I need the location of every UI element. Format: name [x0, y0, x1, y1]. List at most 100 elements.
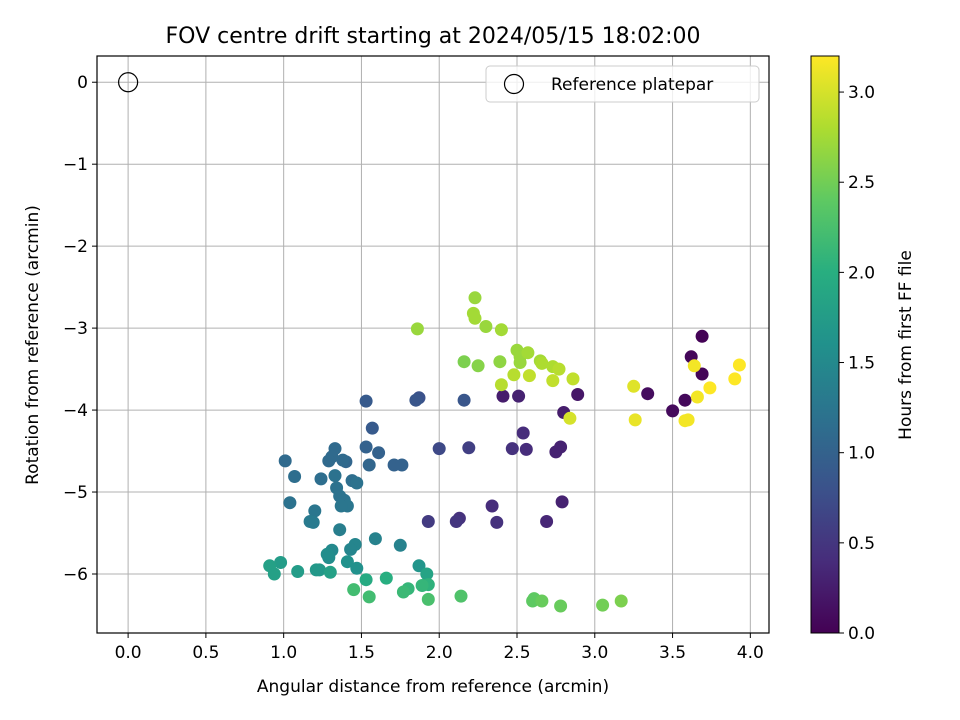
data-point: [420, 567, 434, 581]
colorbar-tick-label: 0.0: [848, 624, 875, 644]
data-point: [421, 592, 435, 606]
data-point: [546, 374, 560, 388]
data-point: [555, 495, 569, 509]
colorbar-tick-label: 1.0: [848, 444, 875, 464]
x-tick-label: 3.5: [659, 643, 686, 663]
data-point: [695, 329, 709, 343]
data-point: [308, 504, 322, 518]
y-tick-label: −6: [63, 565, 88, 585]
data-point: [432, 442, 446, 456]
data-point: [274, 556, 288, 569]
data-point: [535, 594, 549, 608]
colorbar-tick-label: 1.5: [848, 354, 875, 374]
data-point: [288, 470, 302, 483]
data-point: [333, 523, 347, 537]
data-point: [457, 355, 471, 369]
data-point: [306, 515, 320, 529]
data-point: [267, 567, 281, 581]
colorbar-tick-label: 2.5: [848, 173, 875, 193]
y-tick-label: −5: [63, 483, 88, 503]
data-point: [678, 393, 692, 407]
data-point: [283, 496, 297, 510]
data-point: [365, 421, 379, 435]
data-point: [312, 563, 326, 577]
x-tick-label: 4.0: [737, 643, 764, 663]
data-point: [396, 585, 410, 599]
y-tick-label: −2: [63, 237, 88, 257]
colorbar-ticks: 0.0 0.5 1.0 1.5 2.0 2.5 3.0: [839, 83, 875, 644]
data-point: [571, 388, 585, 401]
data-point: [494, 378, 508, 392]
data-point: [521, 346, 535, 360]
y-axis-label: Rotation from reference (arcmin): [23, 205, 43, 485]
data-point: [519, 442, 533, 456]
colorbar-label: Hours from first FF file: [896, 250, 916, 440]
data-point: [457, 393, 471, 407]
data-point: [468, 291, 482, 305]
data-point: [485, 499, 499, 513]
data-point: [314, 472, 328, 486]
data-point: [496, 389, 510, 403]
data-point: [278, 454, 292, 468]
data-point: [493, 355, 507, 369]
data-point: [666, 404, 680, 418]
data-point: [627, 379, 641, 393]
x-axis-label: Angular distance from reference (arcmin): [257, 677, 609, 697]
data-point: [512, 389, 526, 403]
legend-box: [485, 65, 760, 103]
data-points: [263, 291, 746, 613]
data-point: [687, 359, 701, 373]
data-point: [505, 442, 519, 456]
colorbar: [810, 55, 840, 634]
data-point: [362, 590, 376, 604]
data-point: [690, 390, 704, 404]
data-point: [379, 571, 393, 585]
data-point: [449, 515, 463, 528]
data-point: [350, 476, 364, 490]
plot-area-frame: [96, 55, 770, 634]
y-tick-label: −1: [63, 155, 88, 175]
data-point: [490, 515, 504, 529]
data-point: [703, 381, 717, 395]
data-point: [494, 323, 508, 337]
data-point: [513, 356, 527, 369]
colorbar-tick-label: 2.0: [848, 263, 875, 283]
data-point: [552, 362, 566, 376]
data-point: [395, 458, 409, 472]
data-point: [350, 561, 364, 575]
data-point: [596, 598, 610, 612]
data-point: [322, 454, 336, 468]
y-tick-label: −4: [63, 401, 88, 421]
data-point: [344, 542, 358, 556]
data-point: [409, 393, 423, 407]
y-tick-label: −3: [63, 319, 88, 339]
data-point: [412, 559, 426, 573]
data-point: [471, 359, 485, 373]
x-tick-label: 0.0: [115, 643, 142, 663]
data-point: [728, 372, 742, 386]
data-point: [522, 369, 536, 383]
data-point: [681, 413, 695, 427]
x-tick-label: 0.5: [192, 643, 219, 663]
legend-marker-icon: [503, 73, 525, 95]
data-point: [372, 446, 386, 460]
data-point: [563, 411, 577, 425]
colorbar-tick-label: 3.0: [848, 83, 875, 103]
data-point: [359, 394, 373, 408]
data-point: [359, 440, 373, 454]
data-point: [347, 583, 361, 597]
data-point: [334, 499, 348, 513]
data-point: [323, 565, 337, 579]
data-point: [628, 413, 642, 427]
data-point: [641, 387, 655, 401]
data-point: [535, 356, 549, 370]
x-tick-label: 2.0: [426, 643, 453, 663]
data-point: [479, 320, 493, 333]
data-point: [322, 551, 336, 565]
data-point: [336, 453, 350, 467]
x-tick-label: 1.5: [348, 643, 375, 663]
colorbar-tick-label: 0.5: [848, 534, 875, 554]
y-axis-ticks: 0 −1 −2 −3 −4 −5 −6: [63, 73, 97, 585]
data-point: [368, 532, 382, 546]
data-point: [614, 594, 628, 608]
